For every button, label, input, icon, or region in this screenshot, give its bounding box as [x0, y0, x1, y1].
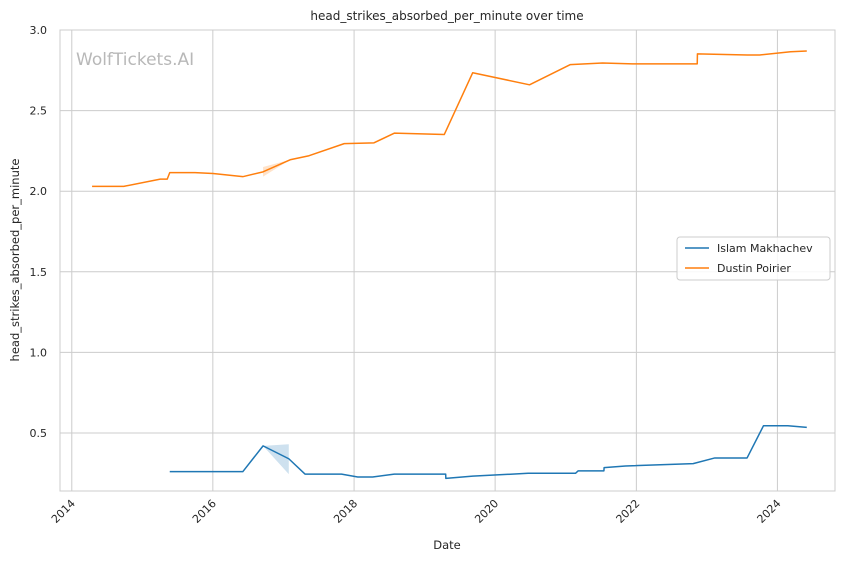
legend: Islam Makhachev Dustin Poirier: [676, 236, 831, 281]
chart-title: head_strikes_absorbed_per_minute over ti…: [310, 9, 583, 23]
y-tick-label: 1.5: [30, 266, 48, 279]
x-tick-label: 2016: [190, 497, 219, 526]
x-tick-label: 2018: [331, 497, 360, 526]
line-dustin-poirier: [92, 50, 807, 188]
band-islam-makhachev: [263, 444, 289, 475]
y-tick-label: 2.0: [30, 185, 48, 198]
x-axis-title: Date: [433, 538, 461, 552]
line-islam-makhachev: [169, 424, 807, 480]
x-tick-label: 2024: [755, 497, 784, 526]
watermark: WolfTickets.AI: [76, 50, 194, 70]
legend-label-islam-makhachev: Islam Makhachev: [717, 242, 813, 255]
band-dustin-poirier: [263, 159, 291, 177]
y-axis-title: head_strikes_absorbed_per_minute: [8, 159, 22, 362]
x-tick-labels: 2014 2016 2018 2020 2022 2024: [49, 497, 784, 526]
legend-box: [676, 236, 831, 281]
y-tick-label: 3.0: [30, 24, 48, 37]
y-tick-label: 0.5: [30, 427, 48, 440]
x-tick-label: 2022: [614, 497, 643, 526]
y-tick-labels: 0.5 1.0 1.5 2.0 2.5 3.0: [30, 24, 48, 440]
y-tick-label: 1.0: [30, 346, 48, 359]
x-tick-label: 2014: [49, 497, 78, 526]
series-lines: [92, 50, 807, 480]
legend-label-dustin-poirier: Dustin Poirier: [717, 262, 791, 275]
confidence-bands: [263, 159, 291, 475]
x-tick-label: 2020: [472, 497, 501, 526]
y-tick-label: 2.5: [30, 105, 48, 118]
plot-frame: [59, 29, 836, 492]
